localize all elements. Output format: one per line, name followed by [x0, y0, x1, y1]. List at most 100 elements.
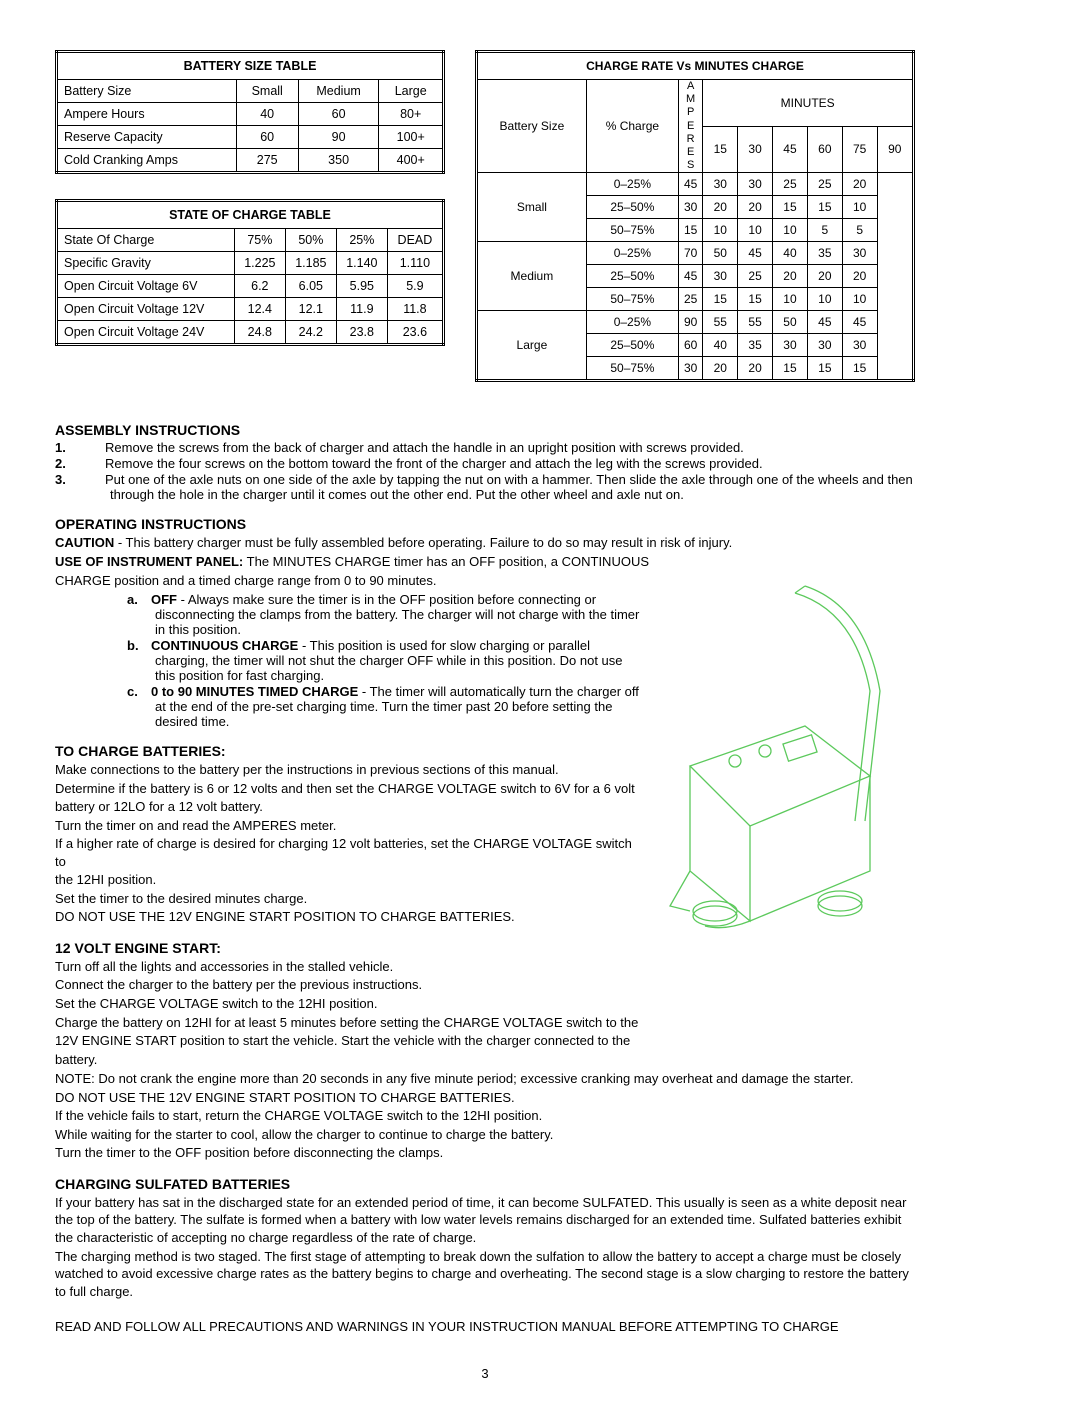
pct-charge-cell: 25–50% — [586, 265, 678, 288]
minutes-cell: 15 — [678, 219, 702, 242]
caution-line: CAUTION - This battery charger must be f… — [55, 534, 915, 552]
assembly-title: ASSEMBLY INSTRUCTIONS — [55, 422, 915, 438]
minutes-cell: 45 — [678, 173, 702, 196]
engine-lines-full: NOTE: Do not crank the engine more than … — [55, 1070, 915, 1162]
tables-row: BATTERY SIZE TABLE Battery Size Small Me… — [55, 50, 915, 382]
minutes-cell: 10 — [773, 219, 808, 242]
assembly-list: 1.Remove the screws from the back of cha… — [55, 440, 915, 502]
minutes-cell: 45 — [842, 311, 877, 334]
body-line: Set the CHARGE VOLTAGE switch to the 12H… — [55, 995, 640, 1013]
minutes-cell: 40 — [773, 242, 808, 265]
body-line: DO NOT USE THE 12V ENGINE START POSITION… — [55, 1089, 915, 1107]
minutes-cell: 30 — [703, 173, 738, 196]
body-line: Determine if the battery is 6 or 12 volt… — [55, 780, 640, 798]
minutes-cell: 70 — [678, 242, 702, 265]
pct-charge-cell: 0–25% — [586, 173, 678, 196]
body-line: the 12HI position. — [55, 871, 640, 889]
body-line: While waiting for the starter to cool, a… — [55, 1126, 915, 1144]
minutes-cell: 40 — [703, 334, 738, 357]
device-illustration — [655, 571, 915, 944]
minutes-cell: 15 — [842, 357, 877, 381]
minutes-cell: 55 — [703, 311, 738, 334]
minutes-cell: 10 — [738, 219, 773, 242]
body-line: Set the timer to the desired minutes cha… — [55, 890, 640, 908]
minutes-cell: 20 — [738, 357, 773, 381]
minutes-cell: 10 — [703, 219, 738, 242]
minutes-cell: 20 — [842, 173, 877, 196]
amperes-label: AMPERES — [678, 80, 702, 173]
pct-charge-cell: 0–25% — [586, 311, 678, 334]
pct-charge-cell: 25–50% — [586, 196, 678, 219]
body-line: battery. — [55, 1051, 640, 1069]
minutes-cell: 10 — [807, 288, 842, 311]
minutes-cell: 60 — [678, 334, 702, 357]
minutes-cell: 45 — [807, 311, 842, 334]
minutes-cell: 25 — [678, 288, 702, 311]
body-line: Turn the timer on and read the AMPERES m… — [55, 817, 640, 835]
assembly-item: 2.Remove the four screws on the bottom t… — [55, 456, 915, 471]
minutes-cell: 30 — [678, 357, 702, 381]
footer-warning: READ AND FOLLOW ALL PRECAUTIONS AND WARN… — [55, 1318, 915, 1336]
minutes-cell: 50 — [703, 242, 738, 265]
minutes-cell: 5 — [807, 219, 842, 242]
state-of-charge-table: STATE OF CHARGE TABLE State Of Charge 75… — [55, 199, 445, 346]
body-line: Make connections to the battery per the … — [55, 761, 640, 779]
engine-lines: Turn off all the lights and accessories … — [55, 958, 640, 1068]
battery-size-table: BATTERY SIZE TABLE Battery Size Small Me… — [55, 50, 445, 174]
minutes-cell: 5 — [842, 219, 877, 242]
body-line: Turn off all the lights and accessories … — [55, 958, 640, 976]
minutes-cell: 20 — [807, 265, 842, 288]
engine-title: 12 VOLT ENGINE START: — [55, 940, 640, 956]
minutes-cell: 15 — [807, 196, 842, 219]
battery-size-cell: Small — [477, 173, 587, 242]
charge-rate-title: CHARGE RATE Vs MINUTES CHARGE — [477, 52, 914, 80]
minutes-cell: 30 — [842, 242, 877, 265]
minutes-cell: 20 — [773, 265, 808, 288]
minutes-cell: 30 — [773, 334, 808, 357]
minutes-cell: 20 — [738, 196, 773, 219]
minutes-cell: 90 — [678, 311, 702, 334]
minutes-cell: 15 — [773, 357, 808, 381]
body-line: If a higher rate of charge is desired fo… — [55, 835, 640, 870]
operating-alpha-list: a.OFF - Always make sure the timer is in… — [127, 592, 640, 729]
battery-size-cell: Large — [477, 311, 587, 381]
body-line: If the vehicle fails to start, return th… — [55, 1107, 915, 1125]
minutes-cell: 50 — [773, 311, 808, 334]
charge-title: TO CHARGE BATTERIES: — [55, 743, 640, 759]
minutes-cell: 25 — [738, 265, 773, 288]
minutes-cell: 45 — [738, 242, 773, 265]
battery-size-title: BATTERY SIZE TABLE — [57, 52, 444, 80]
minutes-cell: 20 — [842, 265, 877, 288]
minutes-cell: 55 — [738, 311, 773, 334]
minutes-cell: 45 — [678, 265, 702, 288]
page-number: 3 — [55, 1366, 915, 1381]
charger-icon — [655, 571, 915, 941]
body-line: Turn the timer to the OFF position befor… — [55, 1144, 915, 1162]
minutes-cell: 30 — [807, 334, 842, 357]
operating-body: CHARGE position and a timed charge range… — [55, 571, 915, 1069]
panel-line: USE OF INSTRUMENT PANEL: The MINUTES CHA… — [55, 553, 915, 571]
pct-charge-cell: 50–75% — [586, 219, 678, 242]
minutes-cell: 10 — [842, 288, 877, 311]
minutes-cell: 20 — [703, 196, 738, 219]
battery-size-cell: Medium — [477, 242, 587, 311]
assembly-item: 1.Remove the screws from the back of cha… — [55, 440, 915, 455]
body-line: Charge the battery on 12HI for at least … — [55, 1014, 640, 1032]
minutes-cell: 10 — [773, 288, 808, 311]
body-line: Connect the charger to the battery per t… — [55, 976, 640, 994]
sulfated-para: The charging method is two staged. The f… — [55, 1248, 915, 1301]
minutes-cell: 30 — [678, 196, 702, 219]
alpha-item: b.CONTINUOUS CHARGE - This position is u… — [127, 638, 640, 683]
minutes-cell: 25 — [807, 173, 842, 196]
body-line: NOTE: Do not crank the engine more than … — [55, 1070, 915, 1088]
minutes-cell: 10 — [842, 196, 877, 219]
body-line: DO NOT USE THE 12V ENGINE START POSITION… — [55, 908, 640, 926]
pct-charge-cell: 50–75% — [586, 357, 678, 381]
sulfated-title: CHARGING SULFATED BATTERIES — [55, 1176, 915, 1192]
sulfated-para: If your battery has sat in the discharge… — [55, 1194, 915, 1247]
pct-charge-cell: 25–50% — [586, 334, 678, 357]
alpha-item: a.OFF - Always make sure the timer is in… — [127, 592, 640, 637]
minutes-cell: 30 — [842, 334, 877, 357]
pct-charge-cell: 0–25% — [586, 242, 678, 265]
soc-title: STATE OF CHARGE TABLE — [57, 201, 444, 229]
